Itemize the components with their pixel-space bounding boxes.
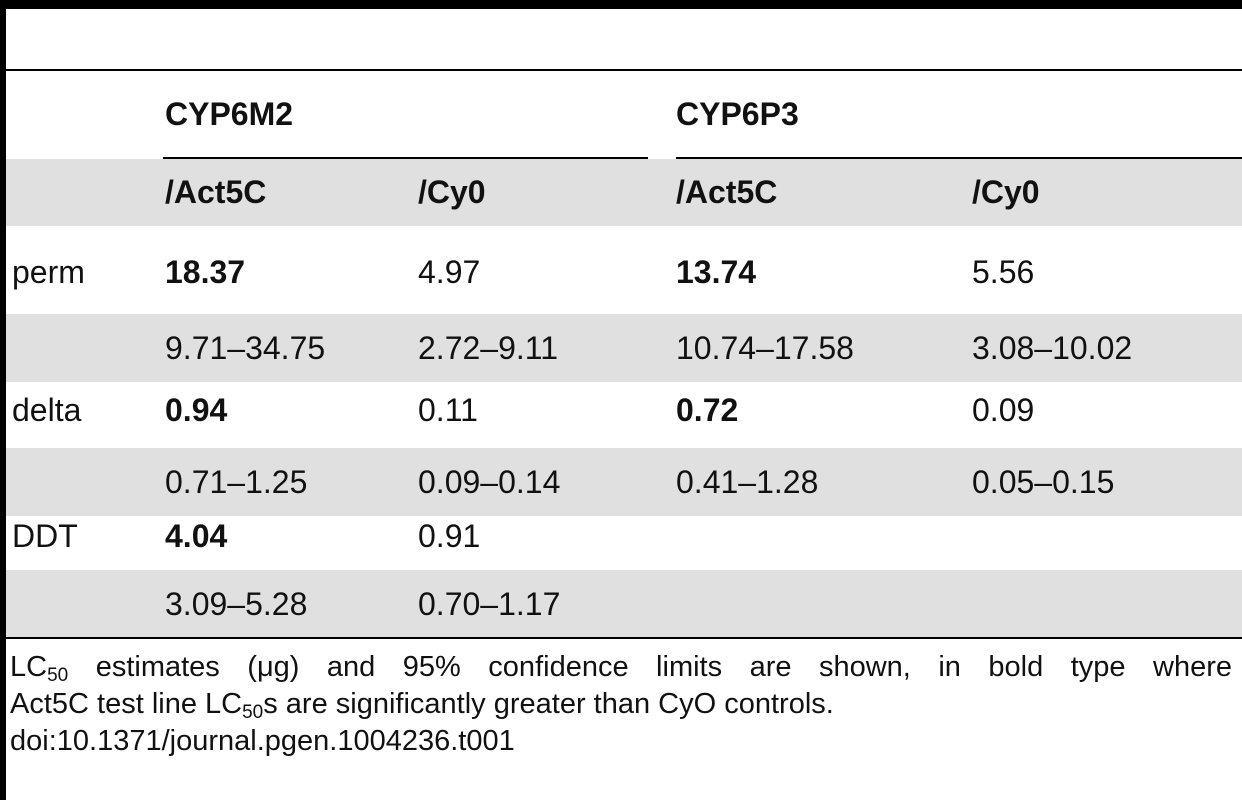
subheader-act5c-m2: /Act5C (165, 174, 267, 210)
row-label-ddt: DDT (12, 518, 78, 554)
table-cell: 3.08–10.02 (972, 330, 1133, 366)
table-cell: 10.74–17.58 (676, 330, 854, 366)
table-cell: 2.72–9.11 (418, 330, 558, 366)
row-label-delta: delta (12, 392, 82, 428)
table-cell: 0.72 (676, 392, 739, 428)
group-rule-cyp6m2 (163, 157, 648, 159)
header-rule (6, 69, 1242, 71)
left-border (0, 0, 6, 800)
footnote-line-1: LC50 estimates (μg) and 95% confidence l… (10, 651, 1232, 686)
table-cell: 4.97 (418, 254, 481, 290)
table-cell: 5.56 (972, 254, 1035, 290)
delta-ci-band (6, 448, 1242, 516)
top-rule (0, 0, 1242, 9)
bottom-rule (6, 637, 1242, 639)
table-cell: 0.09–0.14 (418, 464, 561, 500)
table-cell: 13.74 (676, 254, 757, 290)
subheader-band (6, 159, 1242, 226)
table-cell: 18.37 (165, 254, 246, 290)
table-cell: 0.71–1.25 (165, 464, 308, 500)
table-cell: 0.41–1.28 (676, 464, 819, 500)
group-header-cyp6m2: CYP6M2 (165, 96, 294, 132)
subheader-cy0-m2: /Cy0 (418, 174, 486, 210)
table-cell: 9.71–34.75 (165, 330, 326, 366)
row-label-perm: perm (12, 254, 85, 290)
doi-link[interactable]: doi:10.1371/journal.pgen.1004236.t001 (10, 725, 515, 757)
subheader-cy0-p3: /Cy0 (972, 174, 1040, 210)
table-cell: 0.94 (165, 392, 228, 428)
table-footnote: LC50 estimates (μg) and 95% confidence l… (10, 649, 1232, 760)
group-rule-cyp6p3 (676, 157, 1242, 159)
table-cell: 4.04 (165, 518, 228, 554)
table-cell: 3.09–5.28 (165, 586, 308, 622)
table-cell: 0.05–0.15 (972, 464, 1115, 500)
subheader-act5c-p3: /Act5C (676, 174, 778, 210)
footnote-line-2: Act5C test line LC50s are significantly … (10, 688, 834, 723)
table-cell: 0.11 (418, 392, 478, 428)
table-cell: 0.91 (418, 518, 481, 554)
table-cell: 0.70–1.17 (418, 586, 561, 622)
ddt-ci-band (6, 570, 1242, 637)
table-cell: 0.09 (972, 392, 1035, 428)
group-header-cyp6p3: CYP6P3 (676, 96, 799, 132)
perm-ci-band (6, 314, 1242, 382)
